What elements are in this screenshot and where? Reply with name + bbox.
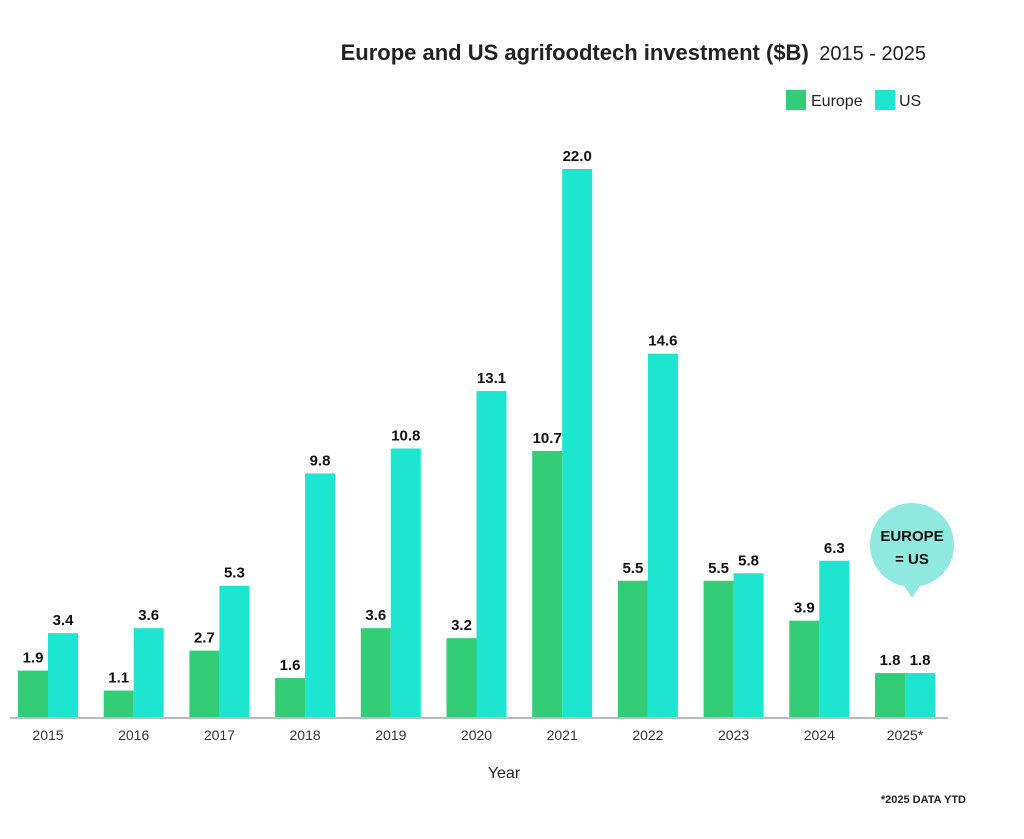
data-label-europe-2023: 5.5 xyxy=(708,560,729,577)
bar-us-2018 xyxy=(305,473,336,718)
x-tick-label: 2019 xyxy=(375,727,406,743)
data-label-us-2015: 3.4 xyxy=(53,612,75,629)
bar-europe-2020 xyxy=(446,638,477,718)
legend-label-europe: Europe xyxy=(811,93,863,110)
bar-europe-2022 xyxy=(617,580,648,718)
x-axis-label: Year xyxy=(488,765,521,782)
annotation-bubble: EUROPE = US xyxy=(870,503,954,598)
data-label-europe-2024: 3.9 xyxy=(794,600,815,617)
subtitle-text: 2015 - 2025 xyxy=(819,43,926,65)
bar-europe-2025* xyxy=(875,673,905,718)
x-tick-label: 2025* xyxy=(887,727,924,743)
bar-us-2022 xyxy=(647,353,678,718)
bar-europe-2017 xyxy=(189,650,220,718)
title-text: Europe and US agrifoodtech investment ($… xyxy=(341,40,809,65)
bar-europe-2016 xyxy=(103,690,134,718)
bar-europe-2024 xyxy=(789,620,820,718)
data-label-europe-2016: 1.1 xyxy=(108,670,129,687)
x-tick-label: 2016 xyxy=(118,727,149,743)
data-label-us-2017: 5.3 xyxy=(224,565,245,582)
bar-us-2015 xyxy=(48,633,78,718)
legend-swatch-us xyxy=(875,90,895,110)
data-label-us-2024: 6.3 xyxy=(824,540,845,557)
bar-europe-2015 xyxy=(18,670,48,718)
data-label-europe-2021: 10.7 xyxy=(533,430,562,447)
bar-europe-2023 xyxy=(703,580,734,718)
bar-us-2021 xyxy=(562,169,593,718)
data-label-us-2021: 22.0 xyxy=(563,148,592,165)
data-label-europe-2022: 5.5 xyxy=(622,560,643,577)
data-label-us-2023: 5.8 xyxy=(738,552,759,569)
bar-europe-2018 xyxy=(275,678,306,718)
bar-us-2023 xyxy=(733,573,764,718)
data-label-us-2018: 9.8 xyxy=(310,452,331,469)
data-label-us-2016: 3.6 xyxy=(138,607,159,624)
data-label-europe-2025*: 1.8 xyxy=(880,652,901,669)
x-tick-label: 2024 xyxy=(804,727,835,743)
data-label-europe-2020: 3.2 xyxy=(451,617,472,634)
legend-swatch-europe xyxy=(786,90,806,110)
data-label-us-2019: 10.8 xyxy=(391,427,420,444)
data-label-europe-2018: 1.6 xyxy=(280,657,301,674)
x-tick-label: 2023 xyxy=(718,727,749,743)
x-tick-label: 2018 xyxy=(290,727,321,743)
x-tick-label: 2015 xyxy=(32,727,63,743)
bar-us-2025* xyxy=(905,673,935,718)
data-label-europe-2019: 3.6 xyxy=(365,607,386,624)
data-label-us-2020: 13.1 xyxy=(477,370,506,387)
legend-label-us: US xyxy=(899,93,921,110)
footnote: *2025 DATA YTD xyxy=(881,794,966,806)
bar-us-2020 xyxy=(476,391,507,718)
x-tick-label: 2017 xyxy=(204,727,235,743)
legend: Europe US xyxy=(786,90,921,110)
x-tick-label: 2021 xyxy=(547,727,578,743)
bar-us-2019 xyxy=(390,448,421,718)
bar-us-2024 xyxy=(819,560,850,718)
data-label-us-2022: 14.6 xyxy=(648,333,677,350)
annotation-line1: EUROPE xyxy=(880,528,943,545)
bar-us-2016 xyxy=(133,628,164,718)
data-label-europe-2017: 2.7 xyxy=(194,630,215,647)
data-label-europe-2015: 1.9 xyxy=(23,650,44,667)
x-tick-label: 2022 xyxy=(632,727,663,743)
x-tick-label: 2020 xyxy=(461,727,492,743)
bar-us-2017 xyxy=(219,585,250,718)
bar-europe-2019 xyxy=(360,628,391,718)
data-label-us-2025*: 1.8 xyxy=(910,652,931,669)
chart-title: Europe and US agrifoodtech investment ($… xyxy=(341,40,926,65)
bar-europe-2021 xyxy=(532,450,563,718)
annotation-line2: = US xyxy=(895,551,929,568)
